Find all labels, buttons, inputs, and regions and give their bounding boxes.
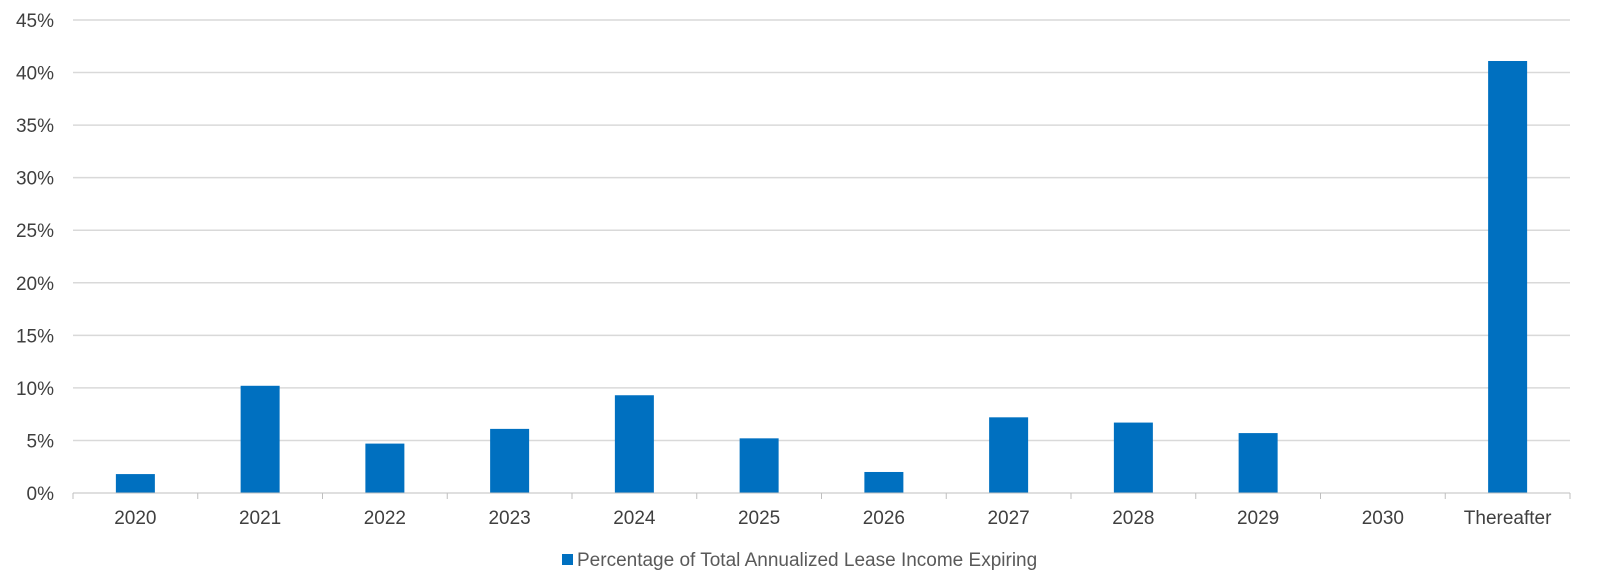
- bar-2023: [490, 428, 530, 493]
- y-tick-label: 35%: [16, 116, 54, 137]
- legend-swatch: [562, 554, 573, 565]
- x-tick-label: Thereafter: [1464, 508, 1552, 529]
- x-axis-tick-labels: 2020 2021 2022 2023 2024 2025 2026 2027 2028 2029…: [114, 508, 1552, 529]
- x-axis-tick-marks: [72, 493, 1571, 499]
- legend-label: Percentage of Total Annualized Lease Inc…: [577, 550, 1037, 571]
- gridlines: [73, 19, 1570, 442]
- bar-2027: [989, 417, 1029, 493]
- bar-2022: [365, 443, 405, 493]
- x-tick-label: 2020: [114, 508, 156, 529]
- x-tick-label: 2030: [1362, 508, 1404, 529]
- bar-2021: [240, 385, 280, 493]
- x-tick-label: 2028: [1112, 508, 1154, 529]
- y-tick-label: 5%: [27, 431, 55, 452]
- x-tick-label: 2025: [738, 508, 780, 529]
- y-tick-label: 10%: [16, 379, 54, 400]
- y-tick-label: 40%: [16, 64, 54, 85]
- bar-2024: [614, 395, 654, 493]
- y-tick-label: 20%: [16, 274, 54, 295]
- x-tick-label: 2023: [488, 508, 530, 529]
- x-tick-label: 2027: [987, 508, 1029, 529]
- y-axis-tick-labels: 0% 5% 10% 15% 20% 25% 30% 35% 40% 45%: [16, 11, 54, 505]
- x-tick-label: 2021: [239, 508, 281, 529]
- y-tick-label: 0%: [27, 484, 55, 505]
- x-tick-label: 2026: [863, 508, 905, 529]
- x-tick-label: 2022: [364, 508, 406, 529]
- bar-thereafter: [1488, 60, 1528, 493]
- bars: [115, 60, 1528, 493]
- y-tick-label: 30%: [16, 169, 54, 190]
- bar-2020: [115, 474, 155, 493]
- x-tick-label: 2024: [613, 508, 656, 529]
- y-tick-label: 25%: [16, 221, 54, 242]
- bar-2028: [1113, 422, 1153, 493]
- x-tick-label: 2029: [1237, 508, 1279, 529]
- legend: Percentage of Total Annualized Lease Inc…: [562, 550, 1037, 571]
- y-tick-label: 45%: [16, 11, 54, 32]
- bar-2025: [739, 438, 779, 493]
- bar-2029: [1238, 433, 1278, 493]
- y-tick-label: 15%: [16, 326, 54, 347]
- bar-2026: [864, 471, 904, 493]
